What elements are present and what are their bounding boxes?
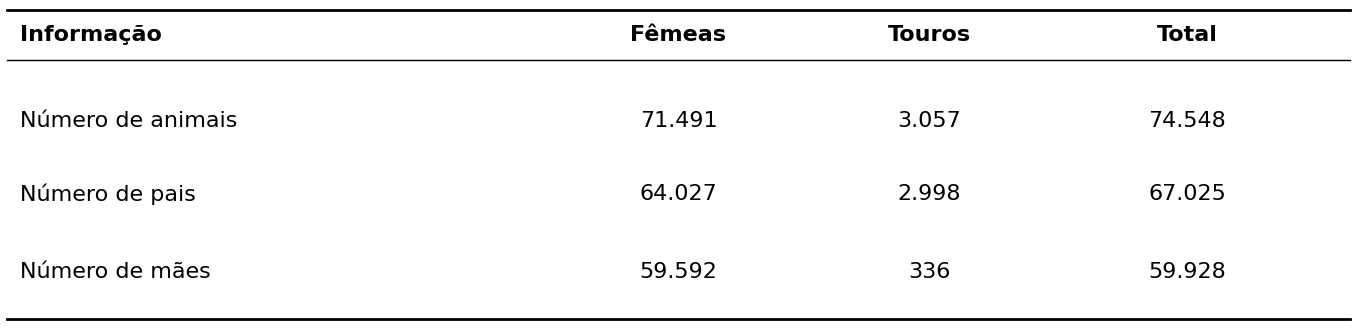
Text: Touros: Touros xyxy=(887,25,972,45)
Text: 64.027: 64.027 xyxy=(639,184,718,204)
Text: 59.928: 59.928 xyxy=(1148,262,1227,282)
Text: 71.491: 71.491 xyxy=(639,111,718,131)
Text: Número de animais: Número de animais xyxy=(20,111,237,131)
Text: 67.025: 67.025 xyxy=(1148,184,1227,204)
Text: 336: 336 xyxy=(908,262,951,282)
Text: Total: Total xyxy=(1158,25,1217,45)
Text: Fêmeas: Fêmeas xyxy=(631,25,726,45)
Text: Número de pais: Número de pais xyxy=(20,184,197,205)
Text: 2.998: 2.998 xyxy=(898,184,961,204)
Text: 59.592: 59.592 xyxy=(639,262,718,282)
Text: Informação: Informação xyxy=(20,25,163,45)
Text: 74.548: 74.548 xyxy=(1148,111,1227,131)
Text: Número de mães: Número de mães xyxy=(20,262,212,282)
Text: 3.057: 3.057 xyxy=(898,111,961,131)
